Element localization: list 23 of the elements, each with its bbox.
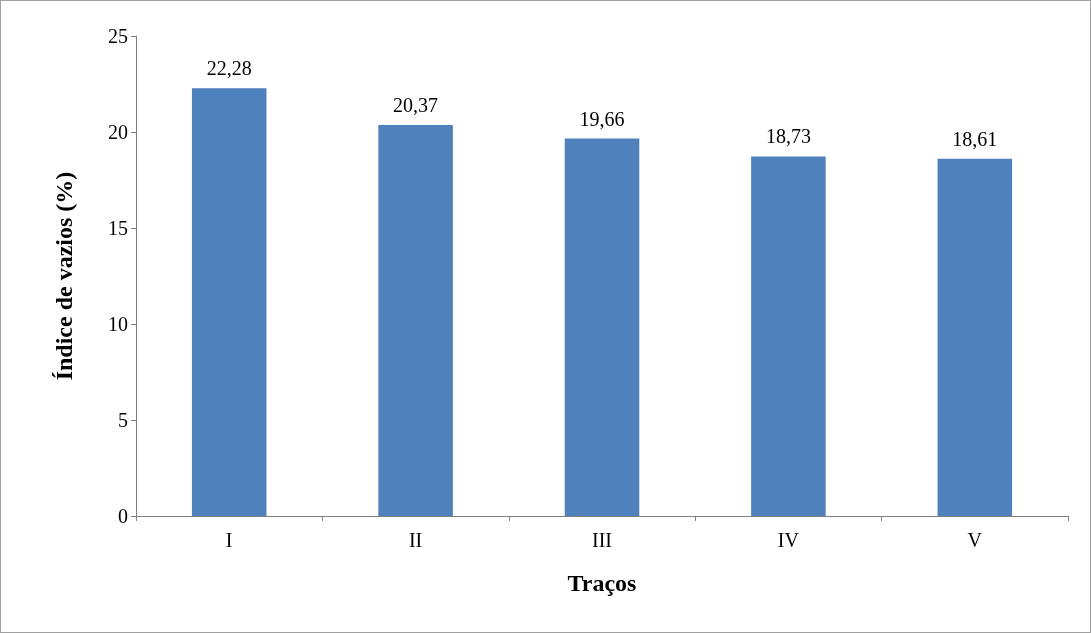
y-tick-label: 0 [118,505,128,527]
bar [751,156,826,516]
y-tick-label: 5 [118,409,128,431]
x-tick-label: IV [777,529,800,551]
y-tick-label: 25 [108,25,128,47]
y-tick-label: 10 [108,313,128,335]
y-tick-label: 15 [108,217,128,239]
x-tick-label: II [408,529,423,551]
bar [937,158,1013,516]
data-label: 18,73 [765,125,811,148]
bar [378,124,453,516]
data-label: 19,66 [579,107,625,130]
x-tick-label: I [225,529,233,551]
data-label: 22,28 [206,57,252,80]
x-axis-title: Traços [567,570,637,596]
bar [191,88,267,516]
y-tick-label: 20 [108,121,128,143]
x-tick-label: III [592,529,612,551]
y-axis-title: Índice de vazios (%) [51,171,77,381]
data-label: 18,61 [952,127,998,150]
bar [564,138,640,516]
data-label: 20,37 [393,93,439,116]
x-tick-label: V [967,529,983,551]
